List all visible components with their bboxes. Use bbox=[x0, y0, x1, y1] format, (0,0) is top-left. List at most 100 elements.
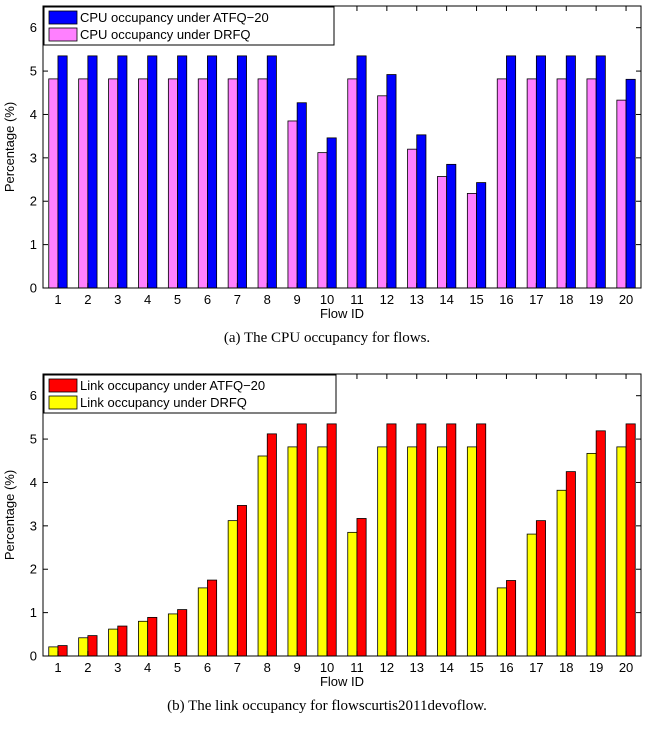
legend-swatch bbox=[48, 395, 78, 410]
bar-cpu-s0-flow-10 bbox=[317, 152, 328, 289]
x-tick-label: 2 bbox=[84, 660, 91, 675]
bar-cpu-s0-flow-18 bbox=[556, 78, 567, 289]
bar-link-s1-flow-14 bbox=[446, 423, 457, 657]
x-tick-label: 10 bbox=[320, 292, 334, 307]
bar-link-s1-flow-18 bbox=[565, 471, 576, 657]
legend-label: CPU occupancy under DRFQ bbox=[80, 27, 251, 42]
x-axis-label: Flow ID bbox=[320, 674, 364, 689]
x-tick-label: 15 bbox=[469, 660, 483, 675]
bar-link-s1-flow-19 bbox=[595, 430, 606, 657]
plot-frame bbox=[42, 373, 642, 657]
bar-link-s0-flow-13 bbox=[407, 446, 418, 657]
y-tick-label: 5 bbox=[30, 64, 37, 79]
y-tick-label: 6 bbox=[30, 388, 37, 403]
bar-cpu-s1-flow-5 bbox=[177, 55, 188, 289]
bar-link-s0-flow-15 bbox=[466, 446, 477, 657]
x-tick-label: 11 bbox=[350, 660, 364, 675]
bar-cpu-s0-flow-16 bbox=[496, 78, 507, 289]
y-tick-label: 0 bbox=[30, 649, 37, 664]
bar-cpu-s1-flow-1 bbox=[57, 55, 68, 289]
x-tick-label: 14 bbox=[439, 292, 453, 307]
bar-cpu-s1-flow-10 bbox=[326, 137, 337, 289]
bar-cpu-s0-flow-5 bbox=[167, 78, 178, 289]
bar-cpu-s1-flow-16 bbox=[506, 55, 517, 289]
bar-cpu-s1-flow-20 bbox=[625, 78, 636, 289]
legend-label: Link occupancy under DRFQ bbox=[80, 395, 247, 410]
caption-b: (b) The link occupancy for flowscurtis20… bbox=[167, 698, 487, 714]
y-tick-label: 3 bbox=[30, 150, 37, 165]
x-tick-label: 1 bbox=[54, 292, 61, 307]
bar-cpu-s1-flow-3 bbox=[117, 55, 128, 289]
bar-link-s0-flow-11 bbox=[347, 531, 358, 657]
bar-link-s1-flow-16 bbox=[506, 580, 517, 657]
bar-link-s1-flow-1 bbox=[57, 645, 68, 657]
bar-link-s1-flow-11 bbox=[356, 518, 367, 657]
bar-link-s0-flow-18 bbox=[556, 489, 567, 657]
y-axis-label: Percentage (%) bbox=[2, 102, 17, 192]
x-tick-label: 12 bbox=[380, 292, 394, 307]
bar-cpu-s1-flow-4 bbox=[147, 55, 158, 289]
bar-cpu-s1-flow-18 bbox=[565, 55, 576, 289]
x-tick-label: 17 bbox=[529, 660, 543, 675]
y-tick-label: 0 bbox=[30, 281, 37, 296]
x-tick-label: 3 bbox=[114, 292, 121, 307]
bar-cpu-s0-flow-9 bbox=[287, 120, 298, 289]
bar-cpu-s1-flow-2 bbox=[87, 55, 98, 289]
legend-swatch bbox=[48, 378, 78, 393]
bar-cpu-s0-flow-19 bbox=[586, 78, 597, 289]
bar-link-s0-flow-20 bbox=[616, 446, 627, 657]
bar-cpu-s1-flow-13 bbox=[416, 134, 427, 289]
x-tick-label: 5 bbox=[174, 292, 181, 307]
y-tick-label: 2 bbox=[30, 562, 37, 577]
x-tick-label: 13 bbox=[410, 660, 424, 675]
x-tick-label: 9 bbox=[294, 292, 301, 307]
x-tick-label: 4 bbox=[144, 660, 151, 675]
y-tick-label: 5 bbox=[30, 432, 37, 447]
y-axis-label: Percentage (%) bbox=[2, 470, 17, 560]
bar-cpu-s0-flow-20 bbox=[616, 99, 627, 289]
x-tick-label: 1 bbox=[54, 660, 61, 675]
bar-cpu-s0-flow-14 bbox=[437, 176, 448, 289]
x-tick-label: 7 bbox=[234, 660, 241, 675]
y-tick-label: 1 bbox=[30, 605, 37, 620]
bar-link-s1-flow-12 bbox=[386, 423, 397, 657]
x-tick-label: 7 bbox=[234, 292, 241, 307]
bar-link-s0-flow-8 bbox=[257, 455, 268, 657]
y-tick-label: 6 bbox=[30, 20, 37, 35]
bar-cpu-s0-flow-1 bbox=[48, 78, 59, 289]
x-tick-label: 14 bbox=[439, 660, 453, 675]
bar-link-s0-flow-9 bbox=[287, 446, 298, 657]
bar-link-s0-flow-14 bbox=[437, 446, 448, 657]
bar-cpu-s0-flow-12 bbox=[377, 95, 388, 289]
x-axis-label: Flow ID bbox=[320, 306, 364, 321]
bar-cpu-s1-flow-17 bbox=[535, 55, 546, 289]
bar-link-s0-flow-12 bbox=[377, 446, 388, 657]
bar-link-s0-flow-2 bbox=[78, 637, 89, 657]
x-tick-label: 3 bbox=[114, 660, 121, 675]
bar-cpu-s1-flow-14 bbox=[446, 163, 457, 289]
bar-cpu-s0-flow-17 bbox=[526, 78, 537, 289]
x-tick-label: 10 bbox=[320, 660, 334, 675]
bar-cpu-s0-flow-4 bbox=[138, 78, 149, 289]
bar-cpu-s0-flow-11 bbox=[347, 78, 358, 289]
legend-label: CPU occupancy under ATFQ−20 bbox=[80, 10, 269, 25]
cpu-occupancy-figure: 0 1 2 3 4 5 6 1 2 3 4 5 6 7 8 9 10 11 12 13 14 15 16 17 18 19 20 Fl… bbox=[2, 5, 642, 346]
bar-cpu-s0-flow-2 bbox=[78, 78, 89, 289]
bar-cpu-s1-flow-9 bbox=[296, 102, 307, 289]
x-tick-label: 4 bbox=[144, 292, 151, 307]
bar-link-s1-flow-10 bbox=[326, 423, 337, 657]
x-tick-label: 15 bbox=[469, 292, 483, 307]
x-tick-label: 17 bbox=[529, 292, 543, 307]
bar-cpu-s1-flow-7 bbox=[236, 55, 247, 289]
x-tick-label: 18 bbox=[559, 292, 573, 307]
x-tick-label: 2 bbox=[84, 292, 91, 307]
bar-link-s1-flow-7 bbox=[236, 505, 247, 657]
bar-link-s0-flow-6 bbox=[197, 587, 208, 657]
x-tick-label: 20 bbox=[619, 292, 633, 307]
bar-cpu-s1-flow-15 bbox=[476, 182, 487, 289]
bar-link-s0-flow-17 bbox=[526, 533, 537, 657]
bar-cpu-s1-flow-12 bbox=[386, 74, 397, 289]
bar-link-s1-flow-15 bbox=[476, 423, 487, 657]
legend-swatch bbox=[48, 27, 78, 42]
